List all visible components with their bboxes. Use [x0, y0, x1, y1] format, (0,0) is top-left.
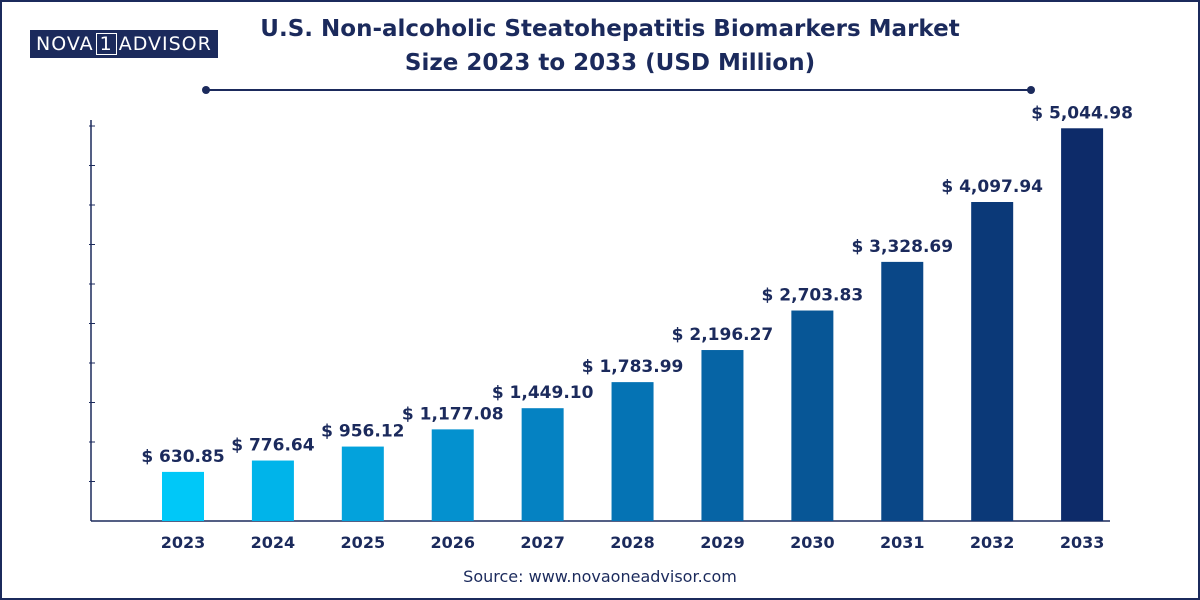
bar-2032 — [971, 202, 1014, 522]
bar-2030 — [791, 310, 834, 521]
value-label-2026: $ 1,177.08 — [402, 404, 504, 424]
title-underline — [206, 89, 1031, 91]
value-labels: $ 630.85 $ 776.64 $ 956.12$ 1,177.08$ 1,44… — [141, 103, 1133, 467]
bar-2028 — [611, 382, 654, 521]
value-label-2027: $ 1,449.10 — [492, 383, 594, 403]
category-label-2033: 2033 — [1060, 533, 1105, 552]
logo-text-mid: 1 — [95, 33, 117, 55]
category-label-2030: 2030 — [790, 533, 835, 552]
bar-2033 — [1061, 128, 1104, 521]
bar-2029 — [701, 350, 744, 521]
category-labels: 2023 2024 2025 2026 2027 2028 2029 2030 2031 2032… — [161, 533, 1105, 552]
bars — [162, 128, 1104, 522]
value-label-2031: $ 3,328.69 — [851, 237, 953, 257]
category-label-2032: 2032 — [970, 533, 1015, 552]
value-label-2033: $ 5,044.98 — [1031, 103, 1133, 123]
brand-logo: NOVA 1 ADVISOR — [30, 30, 218, 58]
y-axis-ticks — [89, 125, 95, 482]
bar-2031 — [881, 261, 924, 521]
bar-2027 — [521, 408, 564, 521]
value-label-2023: $ 630.85 — [141, 447, 224, 467]
category-label-2023: 2023 — [161, 533, 206, 552]
value-label-2025: $ 956.12 — [321, 422, 404, 442]
category-label-2025: 2025 — [341, 533, 386, 552]
category-label-2027: 2027 — [520, 533, 565, 552]
category-label-2026: 2026 — [430, 533, 475, 552]
bar-2026 — [431, 429, 474, 521]
category-label-2024: 2024 — [251, 533, 296, 552]
chart-title: U.S. Non-alcoholic Steatohepatitis Bioma… — [260, 16, 960, 76]
value-label-2024: $ 776.64 — [231, 436, 315, 456]
bar-2023 — [162, 471, 204, 521]
logo-text-left: NOVA — [36, 33, 94, 55]
value-label-2032: $ 4,097.94 — [941, 177, 1043, 197]
title-underline-right-dot — [1027, 86, 1035, 94]
title-underline-left-dot — [202, 86, 210, 94]
bar-2025 — [341, 446, 384, 521]
value-label-2030: $ 2,703.83 — [762, 286, 864, 306]
category-label-2031: 2031 — [880, 533, 925, 552]
bar-2024 — [251, 460, 294, 521]
logo-text-right: ADVISOR — [118, 33, 212, 55]
category-label-2028: 2028 — [610, 533, 655, 552]
source-note: Source: www.novaoneadvisor.com — [463, 567, 737, 586]
category-label-2029: 2029 — [700, 533, 745, 552]
value-label-2029: $ 2,196.27 — [672, 325, 774, 345]
value-label-2028: $ 1,783.99 — [582, 357, 684, 377]
